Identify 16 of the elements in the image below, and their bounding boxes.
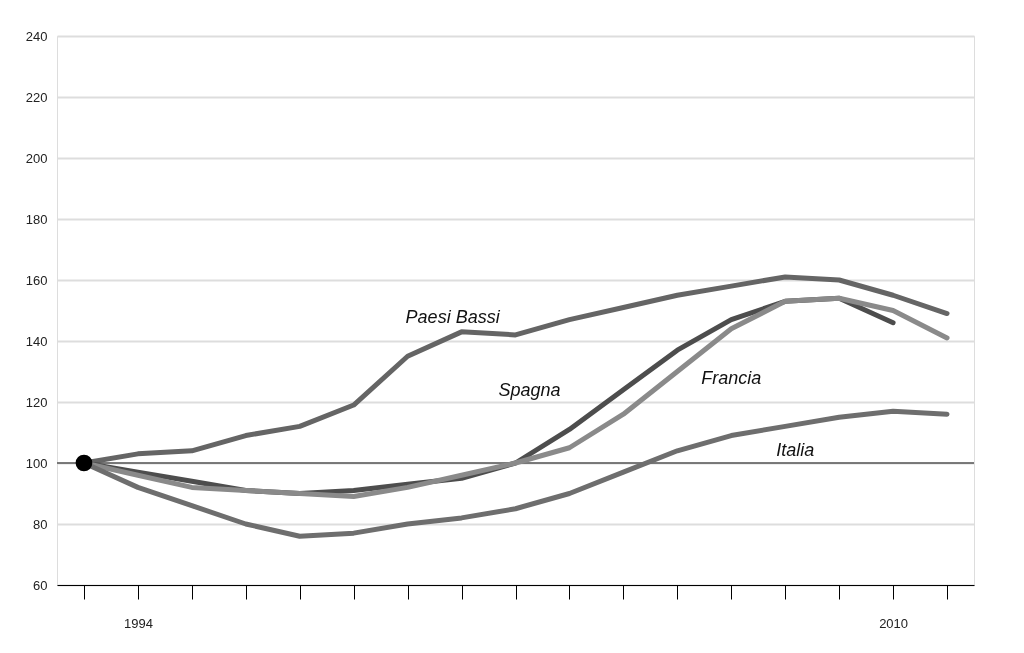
series-label: Italia [776, 440, 815, 461]
y-tick-label: 120 [25, 394, 48, 410]
y-tick-label: 160 [25, 272, 48, 288]
series-label: Francia [701, 367, 762, 388]
y-tick-label: 240 [25, 28, 48, 44]
series-label: Spagna [498, 380, 561, 401]
y-tick-label: 140 [25, 333, 48, 349]
y-tick-label: 180 [25, 211, 48, 227]
x-tick-label: 1994 [123, 615, 153, 631]
series-label: Paesi Bassi [405, 307, 501, 328]
y-tick-label: 100 [25, 455, 48, 471]
y-tick-label: 200 [25, 150, 48, 166]
x-tick-label: 2010 [879, 615, 909, 631]
y-tick-label: 220 [25, 89, 48, 105]
y-tick-label: 60 [33, 577, 48, 593]
y-tick-label: 80 [33, 516, 48, 532]
